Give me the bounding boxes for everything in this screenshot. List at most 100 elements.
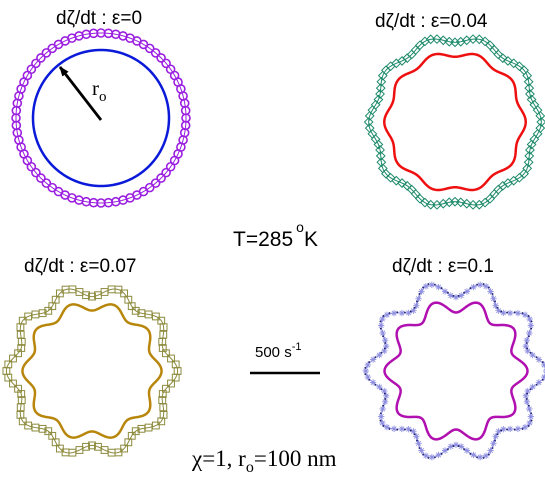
contour-marker bbox=[503, 56, 513, 66]
contour-dot bbox=[374, 356, 377, 358]
contour-marker bbox=[493, 49, 504, 60]
contour-dot bbox=[374, 384, 377, 386]
contour-marker bbox=[31, 167, 41, 178]
temperature-label: T=285oK bbox=[233, 219, 318, 251]
contour-marker bbox=[535, 356, 543, 363]
contour-marker bbox=[521, 423, 529, 431]
contour-marker bbox=[529, 383, 536, 391]
contour-dot bbox=[380, 388, 383, 391]
contour-marker bbox=[480, 36, 490, 47]
caption: χ=1, ro=100 nm bbox=[191, 446, 337, 476]
contour-dot bbox=[541, 379, 544, 381]
contour-marker bbox=[522, 392, 530, 400]
contour-marker bbox=[444, 36, 455, 47]
contour-dot bbox=[447, 291, 449, 294]
contour-dot bbox=[452, 445, 455, 448]
contour-dot bbox=[526, 398, 528, 400]
contour-marker bbox=[381, 337, 389, 344]
contour-marker bbox=[527, 413, 535, 420]
contour-dot bbox=[416, 439, 418, 442]
contour-marker bbox=[379, 405, 386, 413]
contour-marker bbox=[523, 398, 531, 405]
contour-dot bbox=[413, 306, 416, 309]
contour-marker bbox=[452, 441, 460, 448]
contour-marker bbox=[487, 447, 494, 454]
contour-marker bbox=[364, 361, 372, 369]
contour-marker bbox=[447, 443, 455, 450]
panel-eps-0-1 bbox=[362, 281, 545, 461]
contour-marker bbox=[165, 161, 176, 172]
contour-marker bbox=[418, 288, 425, 295]
contour-marker bbox=[514, 172, 525, 183]
contour-marker bbox=[441, 447, 449, 454]
contour-marker bbox=[482, 452, 490, 459]
contour-marker bbox=[376, 351, 383, 359]
contour-dot bbox=[528, 404, 530, 407]
contour-marker bbox=[14, 384, 22, 393]
panel-eps-0-04 bbox=[363, 34, 545, 210]
contour-marker bbox=[41, 178, 52, 188]
contour-dot bbox=[422, 286, 424, 289]
contour-marker bbox=[476, 454, 484, 461]
contour-dot bbox=[530, 327, 533, 330]
contour-dot bbox=[379, 320, 382, 323]
contour-marker bbox=[463, 288, 471, 295]
contour-marker bbox=[527, 322, 535, 329]
contour-dot bbox=[380, 351, 383, 354]
contour-marker bbox=[377, 322, 385, 329]
contour-dot bbox=[463, 448, 465, 451]
scale-bar-label: 500 s-1 bbox=[255, 341, 301, 361]
radius-label: ro bbox=[92, 76, 107, 105]
contour-marker bbox=[377, 413, 385, 420]
contour-marker bbox=[497, 180, 508, 191]
contour-marker bbox=[369, 356, 377, 363]
contour-marker bbox=[88, 441, 96, 450]
contour-dot bbox=[513, 428, 516, 431]
contour-marker bbox=[180, 105, 191, 116]
contour-dot bbox=[506, 428, 509, 431]
contour-dot bbox=[500, 310, 503, 313]
panel-title-eps-0-07: dζ/dt : ε=0.07 bbox=[24, 256, 136, 277]
contour-dot bbox=[488, 286, 490, 289]
contour-marker bbox=[9, 379, 17, 388]
contour-marker bbox=[156, 53, 166, 63]
panel-eps-0-07 bbox=[2, 285, 182, 457]
contour-marker bbox=[150, 178, 161, 188]
contour-marker bbox=[525, 145, 535, 155]
contour-dot bbox=[382, 425, 385, 427]
contour-marker bbox=[497, 53, 508, 64]
contour-marker bbox=[435, 283, 442, 291]
contour-marker bbox=[522, 70, 533, 81]
contour-marker bbox=[457, 443, 465, 450]
contour-marker bbox=[364, 373, 372, 381]
contour-dot bbox=[500, 429, 503, 432]
contour-dot bbox=[403, 311, 406, 314]
contour-dot bbox=[409, 429, 412, 432]
contour-marker bbox=[487, 288, 494, 295]
contour-marker bbox=[127, 302, 136, 311]
contour-dot bbox=[506, 311, 509, 314]
contour-marker bbox=[418, 447, 425, 454]
contour-dot bbox=[482, 457, 485, 459]
inner-contour bbox=[383, 301, 529, 441]
contour-dot bbox=[469, 287, 472, 289]
contour-marker bbox=[428, 281, 436, 288]
contour-dot bbox=[434, 456, 436, 459]
contour-dot bbox=[528, 335, 530, 338]
inner-contour bbox=[383, 52, 527, 192]
contour-marker bbox=[524, 83, 535, 94]
contour-marker bbox=[131, 427, 140, 436]
contour-dot bbox=[440, 453, 443, 455]
contour-marker bbox=[137, 424, 146, 433]
panel-title-eps-0-04: dζ/dt : ε=0.04 bbox=[375, 11, 488, 32]
contour-marker bbox=[390, 309, 398, 317]
contour-marker bbox=[410, 428, 417, 435]
contour-marker bbox=[379, 315, 386, 323]
contour-marker bbox=[159, 403, 168, 412]
contour-marker bbox=[523, 157, 534, 168]
contour-marker bbox=[524, 387, 531, 395]
contour-marker bbox=[514, 309, 522, 317]
contour-dot bbox=[496, 306, 499, 309]
contour-marker bbox=[363, 117, 374, 127]
